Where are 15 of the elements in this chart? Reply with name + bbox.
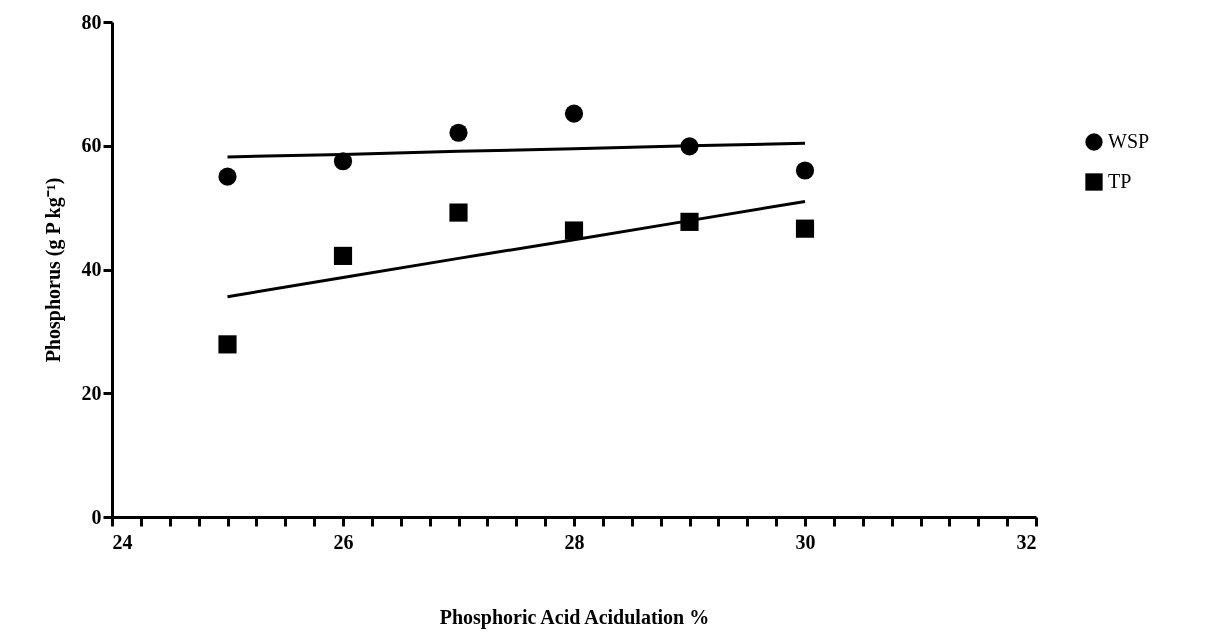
y-tick-label: 40 — [81, 258, 102, 280]
x-tick-label: 26 — [333, 530, 354, 553]
legend-label: TP — [1108, 170, 1132, 192]
line-series — [226, 199, 807, 299]
y-axis-title: Phosphorus (g P kg⁻¹) — [41, 177, 65, 363]
y-tick-label: 20 — [81, 381, 102, 404]
y-tick-label: 0 — [91, 505, 102, 528]
x-tick-label: 32 — [1016, 530, 1037, 553]
y-tick-label: 60 — [81, 134, 102, 157]
x-tick-label: 30 — [795, 530, 816, 553]
x-tick-label: 28 — [564, 530, 585, 553]
x-axis-title: Phosphoric Acid Acidulation % — [439, 605, 710, 629]
x-tick-label: 24 — [112, 530, 133, 553]
y-tick-label: 80 — [81, 10, 102, 33]
legend-label: WSP — [1108, 130, 1150, 152]
